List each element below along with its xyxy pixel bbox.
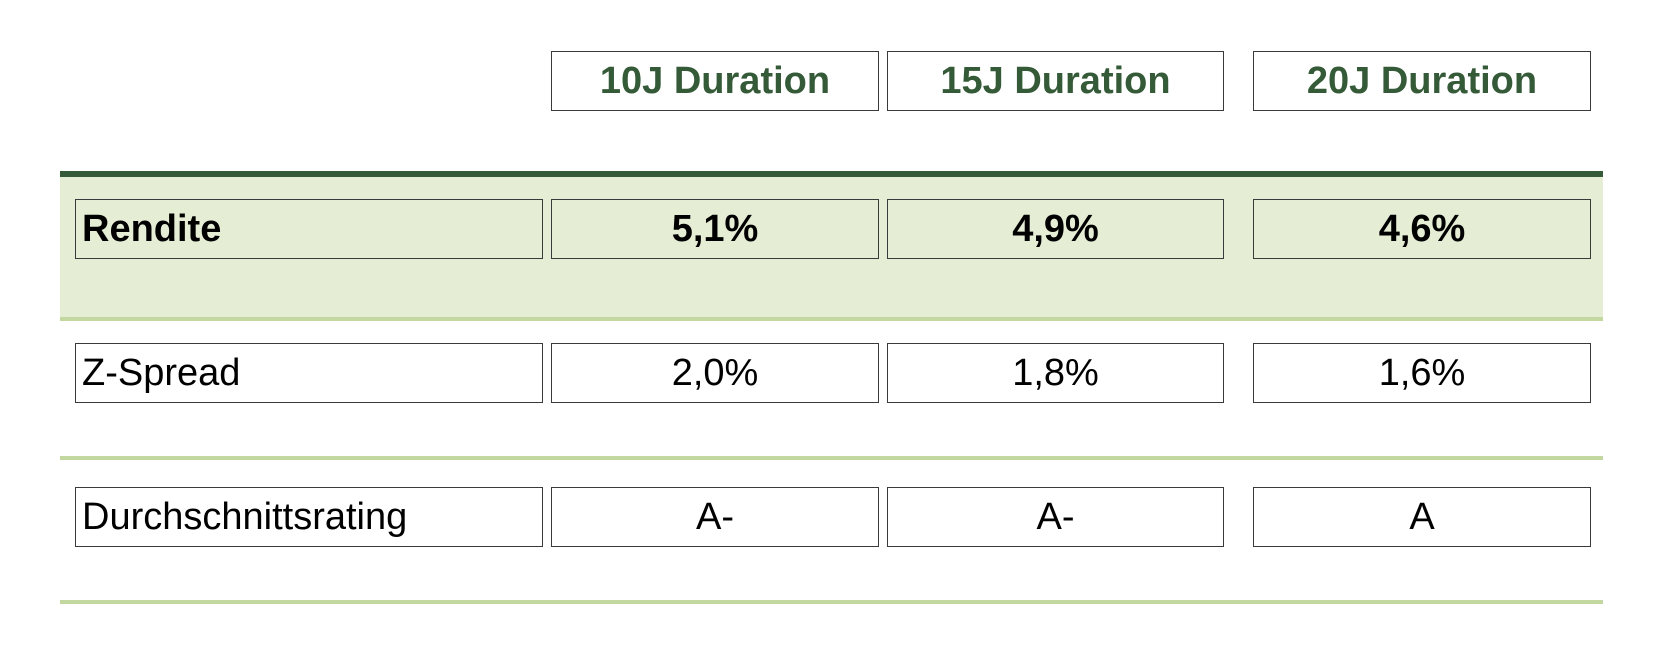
header-rule xyxy=(60,171,1603,177)
row-divider-2 xyxy=(60,456,1603,460)
row-divider-3 xyxy=(60,600,1603,604)
table-cell: 2,0% xyxy=(551,343,879,403)
column-header-15j: 15J Duration xyxy=(887,51,1224,111)
table-cell: A- xyxy=(887,487,1224,547)
column-header-20j: 20J Duration xyxy=(1253,51,1591,111)
table-cell: 4,6% xyxy=(1253,199,1591,259)
table-cell: 1,6% xyxy=(1253,343,1591,403)
row-label-rendite: Rendite xyxy=(75,199,543,259)
table-cell: 4,9% xyxy=(887,199,1224,259)
table-cell: A- xyxy=(551,487,879,547)
row-label-z-spread: Z-Spread xyxy=(75,343,543,403)
column-header-10j: 10J Duration xyxy=(551,51,879,111)
row-divider-1 xyxy=(60,317,1603,321)
row-label-durchschnittsrating: Durchschnittsrating xyxy=(75,487,543,547)
table-cell: 5,1% xyxy=(551,199,879,259)
table-cell: 1,8% xyxy=(887,343,1224,403)
table-cell: A xyxy=(1253,487,1591,547)
